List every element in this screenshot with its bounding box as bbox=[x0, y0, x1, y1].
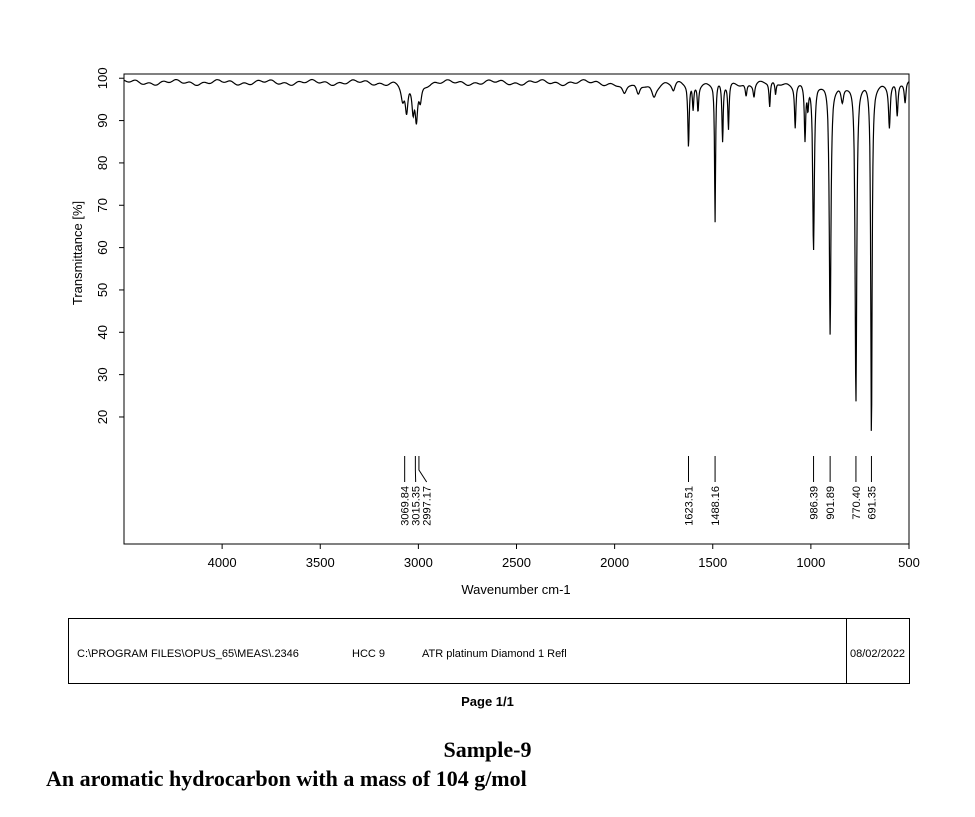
x-tick-label: 2500 bbox=[502, 555, 531, 570]
peak-markers: 3069.84 3015.35 2997.17 1623.51 1488.16 986.3… bbox=[400, 456, 878, 526]
x-tick-label: 500 bbox=[898, 555, 920, 570]
x-tick-label: 1000 bbox=[796, 555, 825, 570]
peak-label: 901.89 bbox=[825, 486, 837, 520]
x-tick-label: 3000 bbox=[404, 555, 433, 570]
sample-title: Sample-9 bbox=[443, 737, 532, 762]
peak-label: 691.35 bbox=[866, 486, 878, 520]
x-axis-title: Wavenumber cm-1 bbox=[461, 582, 570, 597]
sample-code: HCC 9 bbox=[352, 648, 386, 660]
info-divider bbox=[846, 619, 847, 683]
peak-label: 3069.84 bbox=[400, 486, 412, 526]
y-tick-label: 50 bbox=[95, 283, 110, 297]
sample-description: An aromatic hydrocarbon with a mass of 1… bbox=[46, 766, 527, 791]
y-tick-label: 90 bbox=[95, 113, 110, 127]
x-axis-ticks: 4000 3500 3000 2500 2000 1500 1000 500 bbox=[208, 544, 920, 570]
y-tick-label: 40 bbox=[95, 325, 110, 339]
peak-label: 3015.35 bbox=[411, 486, 423, 526]
y-tick-label: 80 bbox=[95, 156, 110, 170]
y-tick-label: 30 bbox=[95, 367, 110, 381]
x-tick-label: 3500 bbox=[306, 555, 335, 570]
measurement-method: ATR platinum Diamond 1 Refl bbox=[422, 648, 567, 660]
peak-label: 770.40 bbox=[851, 486, 863, 520]
x-tick-label: 1500 bbox=[698, 555, 727, 570]
peak-label: 986.39 bbox=[809, 486, 821, 520]
peak-label: 1488.16 bbox=[710, 486, 722, 526]
measurement-info-box: C:\PROGRAM FILES\OPUS_65\MEAS\.2346 HCC … bbox=[68, 618, 910, 684]
x-tick-label: 2000 bbox=[600, 555, 629, 570]
spectrum-line bbox=[123, 78, 910, 431]
y-tick-label: 60 bbox=[95, 240, 110, 254]
y-axis-title: Transmittance [%] bbox=[70, 201, 85, 305]
y-tick-label: 100 bbox=[95, 67, 110, 89]
peak-label: 2997.17 bbox=[422, 486, 434, 526]
y-tick-label: 20 bbox=[95, 410, 110, 424]
peak-label: 1623.51 bbox=[684, 486, 696, 526]
plot-frame bbox=[123, 73, 910, 545]
measurement-date: 08/02/2022 bbox=[850, 648, 906, 660]
y-tick-label: 70 bbox=[95, 198, 110, 212]
peak-marker-line bbox=[418, 456, 428, 483]
y-axis-ticks: 20 30 40 50 60 70 80 90 100 bbox=[95, 67, 124, 424]
file-path: C:\PROGRAM FILES\OPUS_65\MEAS\.2346 bbox=[77, 648, 299, 660]
page-label: Page 1/1 bbox=[461, 694, 514, 709]
x-tick-label: 4000 bbox=[208, 555, 237, 570]
